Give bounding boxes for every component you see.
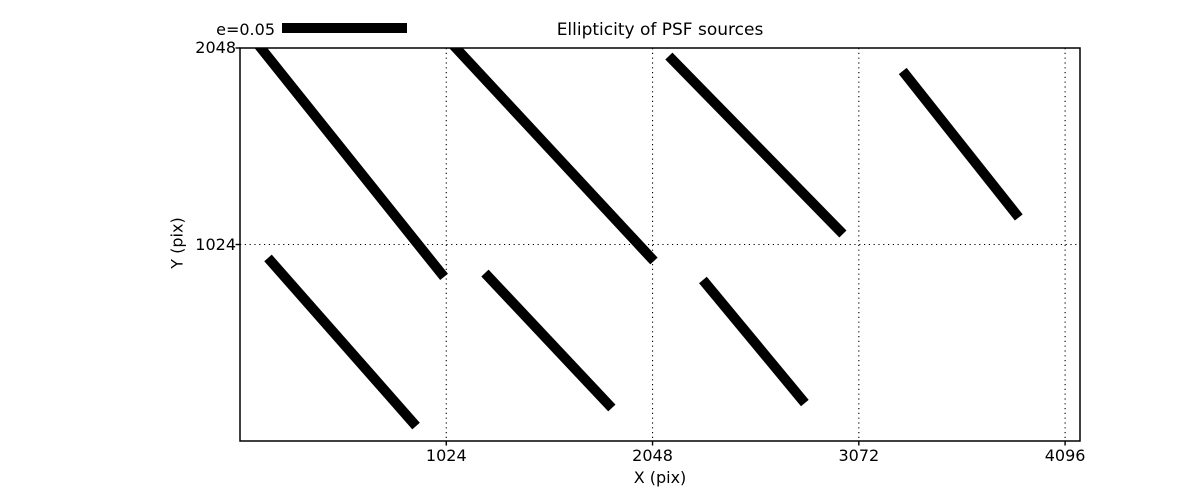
ellipticity-whisker (264, 254, 420, 430)
x-tick-label: 4096 (1044, 446, 1086, 465)
x-tick-label: 1024 (425, 446, 467, 465)
legend-label: e=0.05 (216, 20, 275, 39)
x-axis-label: X (pix) (633, 468, 687, 487)
ellipticity-whisker (665, 52, 847, 238)
legend-sample-line (282, 23, 407, 33)
x-tick-label: 2048 (632, 446, 673, 465)
y-tick-label: 1024 (195, 234, 236, 254)
ellipticity-whisker (449, 48, 658, 265)
ellipticity-whisker (898, 67, 1023, 221)
chart-title: Ellipticity of PSF sources (556, 20, 764, 40)
whisker-segments (254, 48, 1023, 430)
axes-spines (239, 47, 1081, 442)
ellipticity-whisker (254, 48, 448, 281)
x-tick-label: 3072 (838, 446, 880, 465)
y-tick-label: 2048 (195, 38, 236, 57)
ellipticity-whisker (699, 276, 809, 407)
ellipticity-whisker (481, 269, 616, 412)
